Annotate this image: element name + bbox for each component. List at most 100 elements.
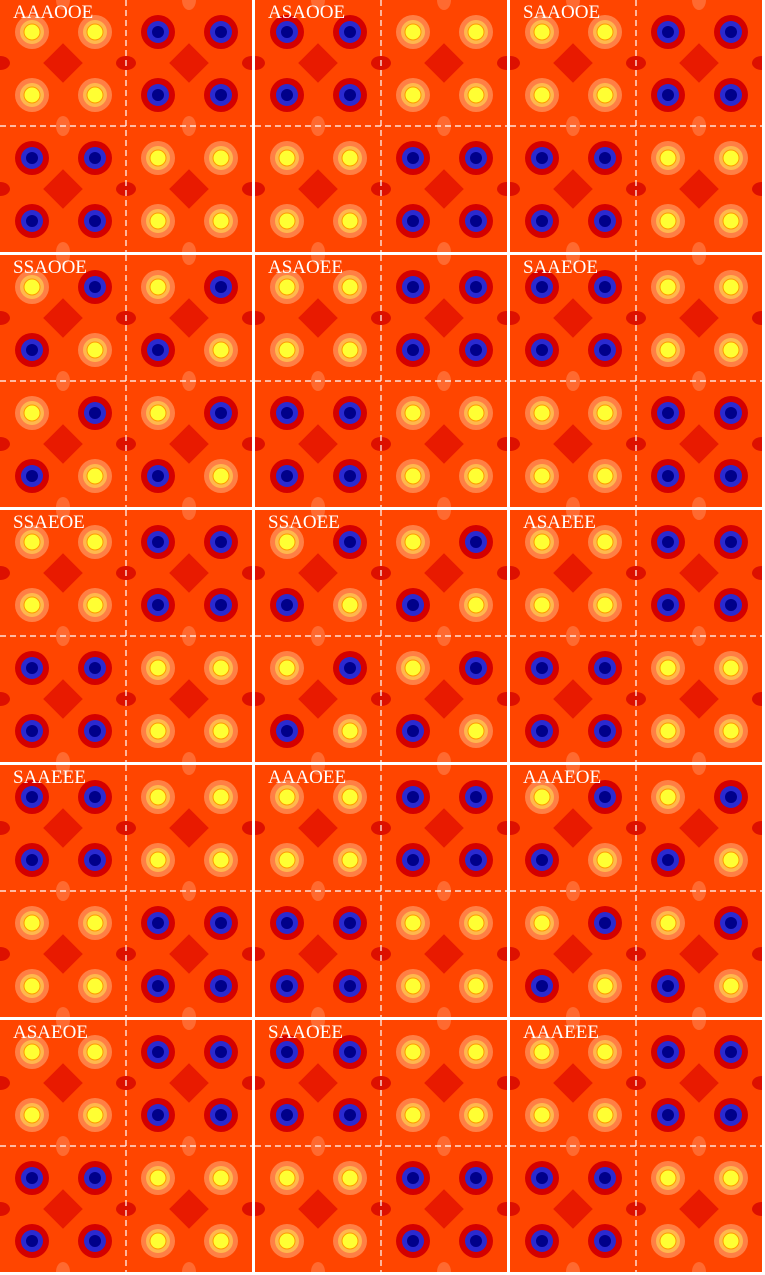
yellow-core [212, 722, 230, 740]
lobe [56, 497, 70, 507]
blue-core [407, 215, 419, 227]
blue-core [344, 89, 356, 101]
lobe [566, 510, 580, 520]
blue-core [599, 281, 611, 293]
blue-core [26, 152, 38, 164]
yellow-core [86, 467, 104, 485]
blue-core [152, 1109, 164, 1121]
yellow-core [341, 1232, 359, 1250]
yellow-core [722, 1232, 740, 1250]
blue-core [662, 1109, 674, 1121]
blue-core [599, 1172, 611, 1184]
lobe [311, 752, 325, 762]
yellow-core [86, 1043, 104, 1061]
blue-core [536, 662, 548, 674]
lobe [182, 881, 196, 901]
yellow-core [722, 149, 740, 167]
blue-core [536, 344, 548, 356]
lobe [626, 692, 646, 706]
blue-core [152, 89, 164, 101]
lobe [169, 424, 209, 464]
panel-label: SSAOOE [13, 257, 87, 278]
blue-core [215, 89, 227, 101]
lobe [437, 626, 451, 646]
blue-core [26, 1235, 38, 1247]
yellow-core [212, 659, 230, 677]
blue-core [725, 89, 737, 101]
yellow-core [467, 977, 485, 995]
blue-core [470, 152, 482, 164]
lobe [679, 298, 719, 338]
yellow-core [596, 467, 614, 485]
lobe [510, 182, 520, 196]
lobe [182, 0, 196, 10]
yellow-core [722, 851, 740, 869]
panel-label: SAAOOE [523, 2, 600, 23]
yellow-core [86, 1106, 104, 1124]
yellow-core [23, 404, 41, 422]
yellow-core [404, 914, 422, 932]
panel-field [0, 765, 252, 1017]
lobe [679, 808, 719, 848]
panel-field [510, 510, 762, 762]
lobe [510, 1076, 520, 1090]
yellow-core [341, 212, 359, 230]
blue-core [344, 26, 356, 38]
yellow-core [23, 86, 41, 104]
lobe [371, 182, 391, 196]
yellow-core [467, 404, 485, 422]
lobe [424, 679, 464, 719]
blue-core [662, 536, 674, 548]
yellow-core [533, 788, 551, 806]
lobe [56, 510, 70, 520]
lobe [255, 56, 265, 70]
blue-core [344, 917, 356, 929]
blue-core [599, 152, 611, 164]
lobe [692, 510, 706, 520]
blue-core [599, 917, 611, 929]
lobe [182, 371, 196, 391]
lobe [497, 1202, 507, 1216]
lobe [43, 553, 83, 593]
lobe [182, 510, 196, 520]
yellow-core [278, 341, 296, 359]
blue-core [536, 215, 548, 227]
lobe [553, 679, 593, 719]
yellow-core [404, 533, 422, 551]
lobe [0, 566, 10, 580]
blue-core [281, 980, 293, 992]
blue-core [407, 344, 419, 356]
yellow-core [23, 533, 41, 551]
lobe [298, 808, 338, 848]
lobe [56, 1262, 70, 1272]
yellow-core [533, 1106, 551, 1124]
lobe [116, 692, 136, 706]
lobe [752, 947, 762, 961]
yellow-core [149, 1169, 167, 1187]
lobe [0, 947, 10, 961]
lobe [169, 169, 209, 209]
lobe [437, 116, 451, 136]
lobe [510, 692, 520, 706]
yellow-core [149, 851, 167, 869]
yellow-core [467, 1043, 485, 1061]
lobe [311, 510, 325, 520]
lobe [116, 182, 136, 196]
lobe [497, 821, 507, 835]
lobe [255, 182, 265, 196]
blue-core [725, 407, 737, 419]
blue-core [470, 1235, 482, 1247]
yellow-core [404, 86, 422, 104]
blue-core [344, 980, 356, 992]
yellow-core [86, 23, 104, 41]
lobe [0, 311, 10, 325]
yellow-core [341, 851, 359, 869]
lobe [169, 43, 209, 83]
lobe [424, 169, 464, 209]
lobe [255, 1202, 265, 1216]
lobe [692, 1136, 706, 1156]
blue-core [407, 281, 419, 293]
yellow-core [149, 722, 167, 740]
blue-core [215, 599, 227, 611]
yellow-core [659, 149, 677, 167]
